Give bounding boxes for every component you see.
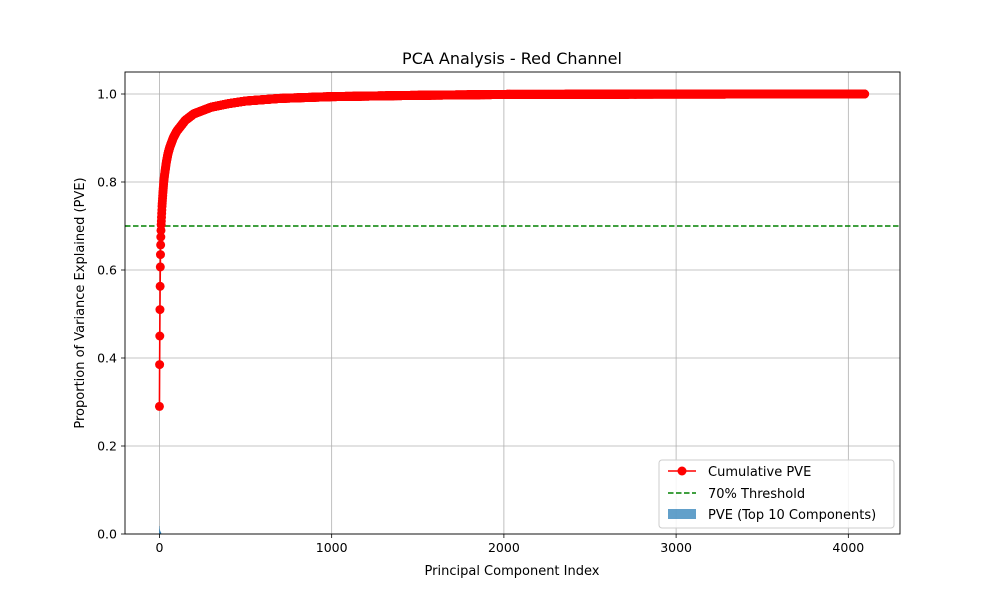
cumulative-pve-point bbox=[155, 305, 165, 315]
y-tick-label: 0.8 bbox=[97, 175, 117, 190]
legend-bar-label: PVE (Top 10 Components) bbox=[708, 508, 876, 523]
x-tick-label: 2000 bbox=[488, 540, 520, 555]
cumulative-pve-point bbox=[155, 262, 165, 272]
x-tick-label: 0 bbox=[155, 540, 163, 555]
cumulative-pve-point bbox=[156, 232, 166, 242]
y-tick-label: 0.0 bbox=[97, 527, 117, 542]
x-tick-label: 1000 bbox=[316, 540, 348, 555]
y-axis-ticks: 0.0 0.2 0.4 0.6 0.8 1.0 bbox=[97, 87, 125, 542]
cumulative-pve-point bbox=[155, 331, 165, 341]
x-axis-ticks: 0 1000 2000 3000 4000 bbox=[155, 534, 864, 555]
legend-threshold-label: 70% Threshold bbox=[708, 487, 805, 502]
cumulative-pve-point bbox=[154, 401, 164, 411]
cumulative-pve-point bbox=[155, 281, 165, 291]
cumulative-pve-point bbox=[155, 250, 165, 260]
cumulative-pve-series bbox=[154, 89, 870, 411]
cumulative-pve-markers bbox=[154, 89, 870, 411]
y-tick-label: 0.4 bbox=[97, 351, 117, 366]
x-axis-label: Principal Component Index bbox=[425, 564, 600, 579]
x-tick-label: 4000 bbox=[832, 540, 864, 555]
plot-frame bbox=[124, 71, 901, 535]
y-tick-label: 0.6 bbox=[97, 263, 117, 278]
legend: Cumulative PVE 70% Threshold PVE (Top 10… bbox=[658, 459, 895, 529]
y-axis-label: Proportion of Variance Explained (PVE) bbox=[73, 177, 88, 428]
chart-title: PCA Analysis - Red Channel bbox=[402, 49, 622, 68]
pve-bar bbox=[160, 532, 162, 534]
y-tick-label: 0.2 bbox=[97, 439, 117, 454]
cumulative-pve-point bbox=[156, 240, 166, 250]
cumulative-pve-point bbox=[155, 360, 165, 370]
legend-box bbox=[658, 459, 895, 529]
cumulative-pve-point bbox=[860, 89, 870, 99]
legend-bar-swatch bbox=[668, 509, 696, 519]
legend-cumulative-marker-swatch bbox=[677, 466, 687, 476]
pve-bars bbox=[159, 526, 162, 534]
legend-cumulative-label: Cumulative PVE bbox=[708, 465, 811, 480]
y-tick-label: 1.0 bbox=[97, 87, 117, 102]
x-tick-label: 3000 bbox=[660, 540, 692, 555]
